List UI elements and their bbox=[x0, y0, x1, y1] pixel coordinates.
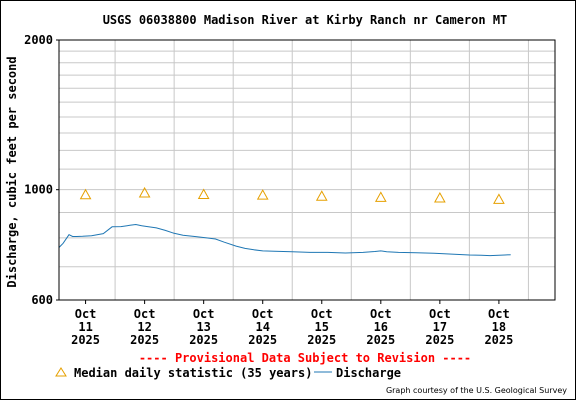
chart-title: USGS 06038800 Madison River at Kirby Ran… bbox=[103, 13, 508, 27]
median-marker bbox=[374, 191, 387, 202]
x-tick-label: 2025 bbox=[248, 333, 277, 347]
legend-discharge-label: Discharge bbox=[336, 366, 401, 380]
x-tick-label: 14 bbox=[255, 320, 269, 334]
x-tick-label: 2025 bbox=[366, 333, 395, 347]
x-tick-label: 11 bbox=[78, 320, 92, 334]
median-marker bbox=[138, 186, 151, 198]
provisional-notice: ---- Provisional Data Subject to Revisio… bbox=[139, 351, 471, 365]
x-tick-label: 2025 bbox=[189, 333, 218, 347]
y-axis-label: Discharge, cubic feet per second bbox=[5, 56, 19, 287]
median-marker bbox=[79, 188, 92, 200]
median-marker bbox=[493, 193, 505, 204]
x-tick-label: 2025 bbox=[484, 333, 513, 347]
median-marker bbox=[434, 192, 446, 203]
x-tick-label: 16 bbox=[374, 320, 388, 334]
x-tick-label: 12 bbox=[137, 320, 151, 334]
x-tick-label: Oct bbox=[252, 307, 274, 321]
median-marker bbox=[197, 188, 210, 199]
legend-median-marker bbox=[55, 367, 67, 377]
y-tick-label: 2000 bbox=[24, 33, 53, 47]
median-marker bbox=[256, 189, 269, 200]
x-tick-labels: Oct112025Oct122025Oct132025Oct142025Oct1… bbox=[71, 300, 513, 347]
x-tick-label: 18 bbox=[492, 320, 506, 334]
x-tick-label: Oct bbox=[134, 307, 156, 321]
plot-area-border bbox=[58, 39, 556, 301]
x-tick-label: 17 bbox=[433, 320, 447, 334]
x-tick-label: 2025 bbox=[307, 333, 336, 347]
y-tick-label: 600 bbox=[31, 293, 53, 307]
x-tick-label: 2025 bbox=[425, 333, 454, 347]
median-marker bbox=[315, 190, 328, 201]
x-tick-label: 15 bbox=[315, 320, 329, 334]
x-tick-label: Oct bbox=[75, 307, 97, 321]
legend: Median daily statistic (35 years) Discha… bbox=[55, 366, 401, 380]
x-tick-label: 13 bbox=[196, 320, 210, 334]
gridlines bbox=[59, 40, 555, 300]
x-tick-label: Oct bbox=[193, 307, 215, 321]
discharge-line bbox=[58, 223, 511, 257]
x-tick-label: 2025 bbox=[71, 333, 100, 347]
legend-median-label: Median daily statistic (35 years) bbox=[74, 366, 312, 380]
x-tick-label: Oct bbox=[370, 307, 392, 321]
x-tick-label: Oct bbox=[429, 307, 451, 321]
x-tick-label: 2025 bbox=[130, 333, 159, 347]
x-tick-label: Oct bbox=[488, 307, 510, 321]
y-tick-label: 1000 bbox=[24, 183, 53, 197]
y-tick-labels: 600 1000 2000 bbox=[24, 33, 59, 307]
x-tick-label: Oct bbox=[311, 307, 333, 321]
series-layer bbox=[58, 186, 511, 257]
usgs-credit: Graph courtesy of the U.S. Geological Su… bbox=[386, 386, 567, 395]
